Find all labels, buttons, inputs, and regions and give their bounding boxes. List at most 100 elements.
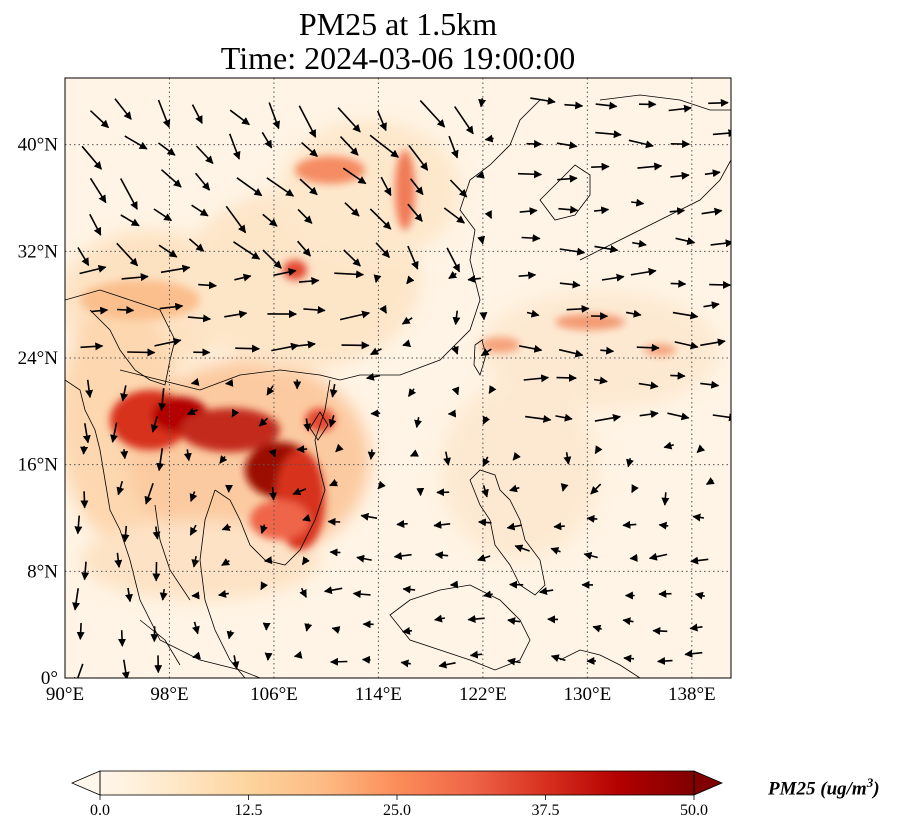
- wind-arrow: [225, 205, 247, 234]
- wind-arrow: [269, 486, 278, 501]
- wind-arrow: [484, 210, 493, 220]
- wind-arrow: [553, 522, 565, 531]
- wind-arrow: [559, 247, 586, 256]
- wind-arrow: [154, 337, 182, 347]
- lat-tick-label: 32°N: [18, 241, 59, 262]
- wind-arrow: [190, 378, 200, 386]
- wind-arrow: [233, 241, 261, 260]
- wind-arrow: [583, 551, 598, 560]
- wind-arrow: [467, 274, 481, 283]
- wind-arrow: [476, 171, 485, 179]
- wind-arrow: [526, 309, 540, 318]
- colorbar-tick-label: 25.0: [383, 802, 411, 819]
- wind-arrow: [523, 374, 550, 383]
- wind-arrow: [369, 347, 382, 356]
- wind-arrow: [114, 98, 132, 120]
- wind-arrow: [601, 273, 625, 282]
- wind-arrow: [328, 415, 337, 428]
- wind-arrow: [560, 483, 569, 492]
- wind-arrow: [303, 305, 326, 314]
- wind-arrow: [194, 172, 211, 191]
- wind-arrow: [343, 249, 361, 267]
- wind-arrow: [153, 208, 173, 222]
- wind-arrow: [402, 626, 413, 635]
- wind-arrow: [564, 101, 584, 110]
- wind-arrow: [481, 485, 489, 498]
- lat-tick-label: 16°N: [18, 455, 59, 476]
- wind-arrow: [632, 239, 647, 248]
- wind-arrow: [258, 417, 269, 427]
- wind-arrow: [266, 385, 275, 396]
- lon-tick-label: 122°E: [459, 684, 507, 705]
- wind-arrow: [191, 204, 209, 217]
- wind-arrow: [74, 515, 83, 535]
- wind-arrow: [591, 162, 610, 171]
- wind-arrow: [401, 316, 413, 325]
- wind-arrow: [452, 310, 461, 326]
- wind-arrow: [337, 107, 361, 133]
- wind-arrow: [477, 235, 486, 245]
- wind-arrow: [297, 208, 313, 224]
- wind-arrow: [484, 134, 494, 143]
- wind-arrow: [188, 238, 205, 252]
- wind-arrow: [483, 590, 493, 599]
- wind-arrow: [356, 554, 372, 563]
- wind-arrow: [467, 615, 485, 624]
- wind-arrow: [235, 344, 260, 353]
- wind-arrow: [297, 340, 316, 349]
- map-title: PM25 at 1.5km: [298, 6, 498, 42]
- wind-arrow: [434, 551, 449, 560]
- lat-tick-label: 0°: [41, 668, 58, 689]
- wind-arrow: [187, 314, 212, 323]
- wind-arrow: [273, 268, 297, 277]
- lat-tick-label: 8°N: [27, 561, 58, 582]
- wind-arrow: [292, 487, 307, 496]
- wind-arrow: [407, 245, 419, 270]
- wind-arrow: [189, 491, 198, 502]
- wind-arrow: [692, 513, 705, 522]
- wind-arrow: [519, 207, 538, 216]
- wind-arrow: [229, 109, 250, 126]
- wind-arrow: [260, 581, 268, 591]
- wind-arrow: [157, 99, 171, 129]
- wind-arrow: [260, 524, 268, 534]
- wind-arrow: [334, 270, 365, 279]
- wind-arrow: [638, 381, 659, 390]
- wind-arrow: [623, 654, 635, 663]
- wind-arrow: [234, 273, 252, 282]
- lon-tick-label: 114°E: [355, 684, 402, 705]
- colorbar-extend-low: [70, 770, 101, 796]
- wind-arrow: [563, 452, 572, 465]
- wind-arrow: [159, 302, 184, 311]
- wind-arrow: [518, 344, 543, 353]
- wind-arrow: [595, 130, 622, 139]
- wind-arrow: [507, 657, 521, 666]
- wind-arrow: [636, 343, 660, 352]
- wind-arrow: [539, 587, 554, 596]
- wind-arrow: [298, 277, 320, 286]
- wind-arrow: [79, 264, 107, 275]
- wind-arrow: [407, 203, 423, 222]
- wind-arrow: [80, 342, 104, 351]
- wind-arrow: [268, 448, 277, 458]
- wind-arrow: [408, 144, 429, 171]
- wind-arrow: [639, 410, 659, 419]
- wind-arrow: [521, 234, 541, 243]
- wind-arrow: [517, 170, 543, 179]
- wind-arrow: [118, 630, 127, 647]
- wind-arrow: [121, 273, 149, 282]
- wind-arrow: [268, 102, 280, 130]
- wind-arrow: [218, 589, 229, 598]
- wind-arrow: [231, 408, 240, 418]
- wind-arrow: [221, 523, 231, 531]
- wind-arrow: [419, 100, 446, 128]
- wind-arrow: [156, 448, 165, 472]
- wind-arrow: [160, 169, 182, 188]
- wind-arrow: [525, 415, 552, 423]
- wind-arrow: [556, 141, 578, 150]
- wind-arrow: [120, 385, 129, 402]
- lon-tick-label: 106°E: [250, 684, 298, 705]
- wind-arrow: [514, 544, 530, 553]
- wind-arrow: [125, 587, 133, 603]
- wind-arrow: [82, 423, 91, 444]
